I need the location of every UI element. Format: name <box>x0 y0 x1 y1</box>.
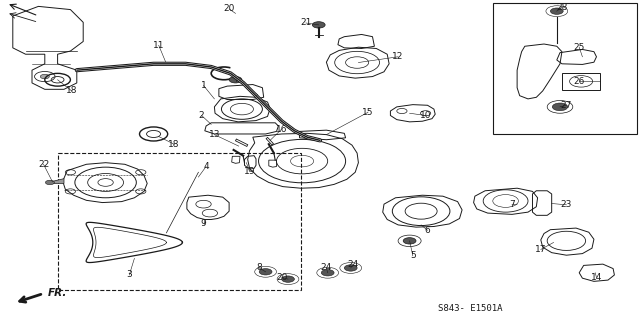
Text: 24: 24 <box>321 263 332 272</box>
Text: 20: 20 <box>276 273 287 282</box>
Text: 19: 19 <box>244 167 255 176</box>
Circle shape <box>282 276 294 282</box>
Text: 25: 25 <box>573 43 585 52</box>
Text: 1: 1 <box>201 81 206 90</box>
Text: 27: 27 <box>561 101 572 110</box>
Text: 4: 4 <box>204 162 209 171</box>
Polygon shape <box>53 179 64 183</box>
Text: 10: 10 <box>420 111 431 120</box>
Circle shape <box>403 238 416 244</box>
Bar <box>58 153 301 290</box>
Text: S843- E1501A: S843- E1501A <box>438 304 502 313</box>
Text: 17: 17 <box>535 245 547 254</box>
Circle shape <box>552 103 568 111</box>
Text: 23: 23 <box>561 200 572 209</box>
Text: 18: 18 <box>66 86 77 95</box>
Text: 8: 8 <box>257 263 262 272</box>
Circle shape <box>229 77 242 83</box>
Circle shape <box>550 8 563 14</box>
Text: 21: 21 <box>300 19 312 27</box>
Circle shape <box>45 180 54 185</box>
Text: 13: 13 <box>209 130 220 139</box>
Text: 11: 11 <box>153 41 164 50</box>
Text: 7: 7 <box>509 200 515 209</box>
Circle shape <box>321 270 334 276</box>
Text: 3: 3 <box>127 271 132 279</box>
Circle shape <box>259 269 272 275</box>
Text: 28: 28 <box>556 3 568 11</box>
Text: FR.: FR. <box>48 288 67 298</box>
Text: 20: 20 <box>223 4 235 13</box>
Text: 26: 26 <box>573 77 585 86</box>
Text: 18: 18 <box>168 140 180 149</box>
Bar <box>562 73 600 90</box>
Text: 22: 22 <box>38 160 49 169</box>
Circle shape <box>40 74 49 79</box>
Text: 14: 14 <box>591 273 602 282</box>
Bar <box>493 3 637 134</box>
Text: 2: 2 <box>199 111 204 120</box>
Text: 5: 5 <box>410 251 415 260</box>
Text: 16: 16 <box>276 125 287 134</box>
Text: 12: 12 <box>392 52 404 61</box>
Circle shape <box>312 22 325 28</box>
Text: 6: 6 <box>425 226 430 235</box>
Text: 24: 24 <box>348 260 359 269</box>
Text: 15: 15 <box>362 108 374 117</box>
Text: 9: 9 <box>201 219 206 228</box>
Circle shape <box>344 265 357 271</box>
